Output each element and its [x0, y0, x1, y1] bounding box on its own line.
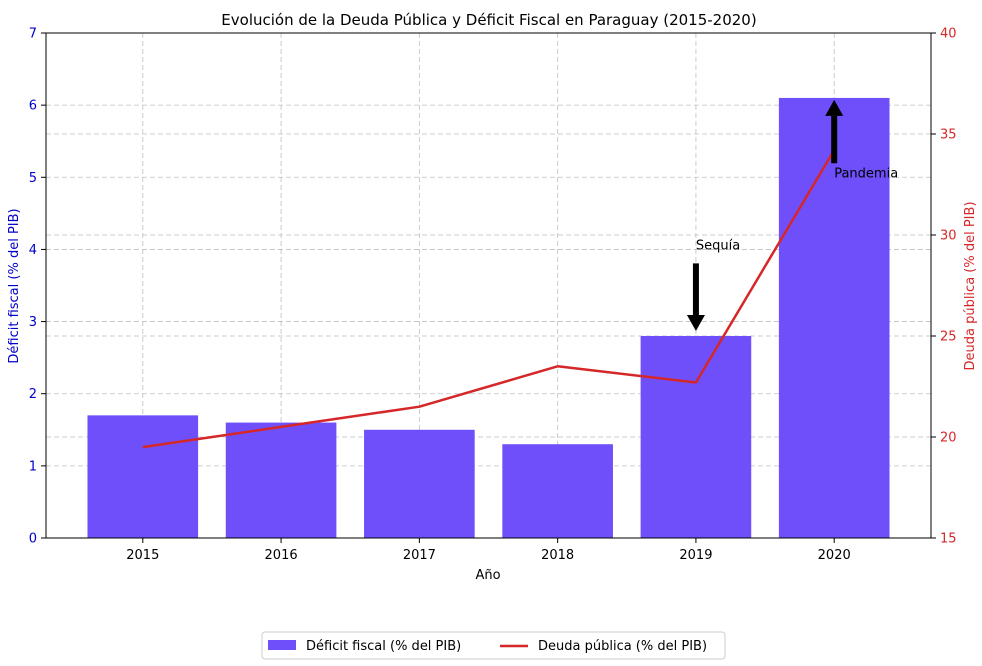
- y-right-tick-label: 15: [940, 532, 957, 547]
- y-axis-right: 15 20 25 30 35 40: [931, 27, 957, 547]
- annotation-label: Pandemia: [834, 166, 898, 181]
- annotation-label: Sequía: [696, 238, 740, 253]
- bar-deficit: [225, 422, 337, 538]
- x-tick-label: 2015: [126, 548, 159, 563]
- y-right-tick-label: 30: [940, 229, 957, 244]
- bar-deficit: [640, 336, 752, 538]
- y-right-tick-label: 25: [940, 330, 957, 345]
- x-tick-label: 2017: [403, 548, 436, 563]
- y-axis-left: 0 1 2 3 4 5 6 7: [29, 27, 46, 547]
- x-axis: 2015 2016 2017 2018 2019 2020: [126, 538, 851, 563]
- x-tick-label: 2020: [818, 548, 851, 563]
- debt-line: [142, 149, 836, 449]
- y-right-tick-label: 40: [940, 27, 957, 42]
- y-left-tick-label: 1: [29, 459, 37, 474]
- x-tick-label: 2016: [265, 548, 298, 563]
- y-left-tick-label: 7: [29, 27, 37, 42]
- legend-label-debt: Deuda pública (% del PIB): [538, 639, 707, 654]
- y-left-tick-label: 0: [29, 532, 37, 547]
- x-axis-label: Año: [475, 568, 500, 583]
- y-right-tick-label: 20: [940, 431, 957, 446]
- legend: Déficit fiscal (% del PIB) Deuda pública…: [261, 631, 726, 660]
- y-left-tick-label: 6: [29, 99, 37, 114]
- legend-swatch-deficit: [268, 640, 296, 650]
- annotations: Sequía Pandemia: [686, 99, 898, 331]
- line-debt: [142, 149, 836, 449]
- legend-label-deficit: Déficit fiscal (% del PIB): [306, 639, 461, 654]
- bars: [87, 97, 890, 538]
- annotation-arrow-head: [686, 315, 705, 331]
- y-left-tick-label: 4: [29, 243, 37, 258]
- x-tick-label: 2019: [679, 548, 712, 563]
- bar-deficit: [364, 429, 475, 538]
- y-right-tick-label: 35: [940, 128, 957, 143]
- y-left-tick-label: 2: [29, 387, 37, 402]
- chart-title: Evolución de la Deuda Pública y Déficit …: [221, 11, 756, 29]
- annotation-arrow-head: [825, 99, 844, 116]
- y-axis-right-label: Deuda pública (% del PIB): [963, 201, 978, 370]
- y-left-tick-label: 5: [29, 171, 37, 186]
- y-axis-left-label: Déficit fiscal (% del PIB): [7, 208, 22, 363]
- x-tick-label: 2018: [541, 548, 574, 563]
- bar-deficit: [87, 415, 199, 538]
- bar-deficit: [778, 97, 890, 538]
- legend-box: [261, 631, 726, 660]
- plot-frame: [45, 32, 932, 539]
- y-left-tick-label: 3: [29, 315, 37, 330]
- bar-deficit: [502, 444, 613, 538]
